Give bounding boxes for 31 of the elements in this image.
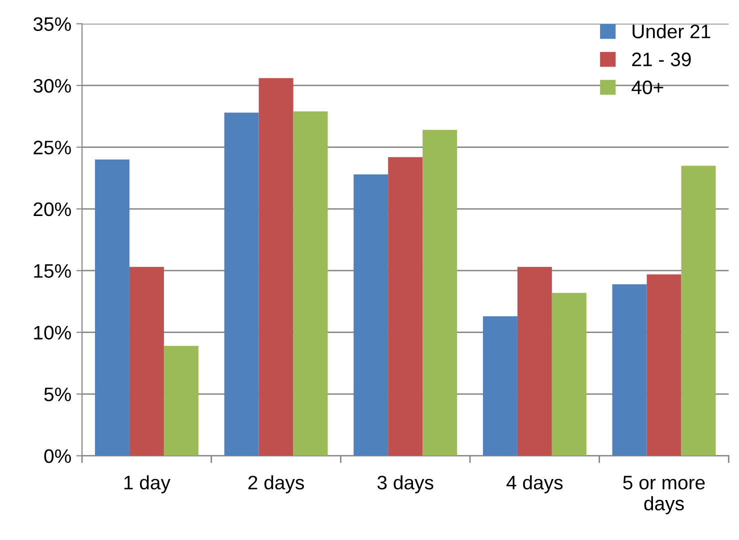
y-tick-label: 5% [44,388,71,402]
y-tick-label: 20% [34,202,71,216]
bar [681,166,716,456]
x-tick-label: 2 days [248,475,304,494]
y-tick-label: 10% [34,326,71,340]
x-tick-label: 1 day [124,475,170,494]
x-tick-label: 5 or more days [623,476,705,514]
legend-label: 21 - 39 [632,52,691,66]
bar [517,266,552,456]
bar [94,160,130,456]
bar [224,112,259,456]
bar [164,346,198,456]
y-tick-label: 0% [44,449,71,463]
legend-label: Under 21 [632,24,710,38]
bar [482,316,518,456]
legend-label: 40+ [632,80,664,94]
y-tick-label: 35% [33,17,71,31]
y-tick-label: 25% [34,140,71,154]
bar [646,274,682,456]
y-tick-label: 15% [34,264,71,278]
x-tick-label: 4 days [506,475,563,494]
bar [388,157,423,456]
y-tick-label: 30% [33,78,71,93]
bar [293,111,328,456]
bar [354,174,388,456]
bar [422,130,458,456]
bar [129,266,164,456]
x-tick-label: 3 days [377,475,434,494]
bar [612,284,647,456]
bar [258,78,294,456]
bar [552,292,586,456]
